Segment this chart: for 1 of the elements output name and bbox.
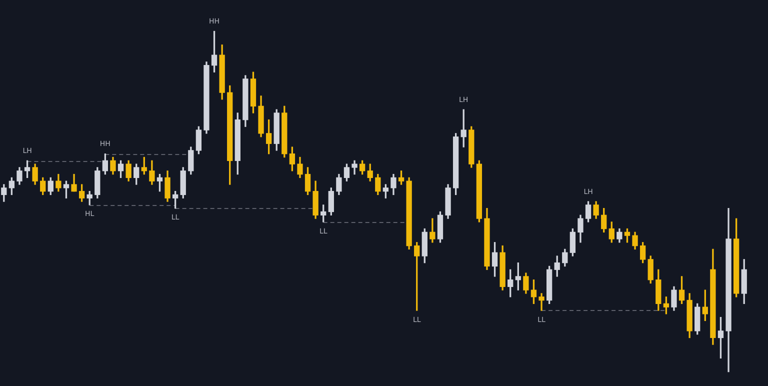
candlestick — [538, 293, 544, 311]
